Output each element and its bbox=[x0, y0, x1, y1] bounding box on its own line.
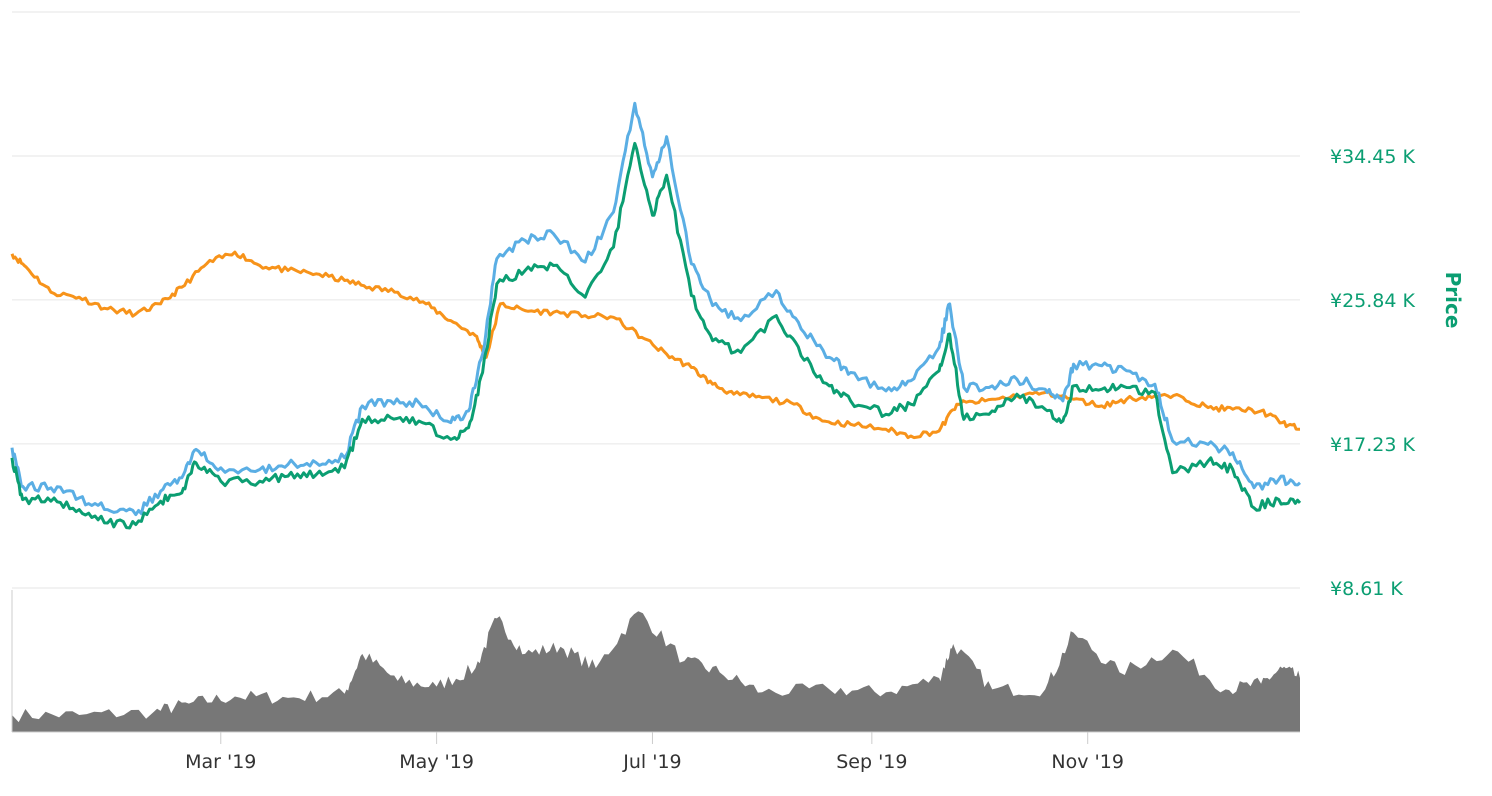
x-tick-label: Sep '19 bbox=[836, 751, 907, 773]
y-axis-label: Price bbox=[1441, 272, 1465, 329]
series-line-orange bbox=[10, 250, 1300, 440]
y-tick-labels: ¥8.61 K ¥17.23 K ¥25.84 K ¥34.45 K bbox=[1330, 146, 1416, 600]
series-line-green bbox=[10, 141, 1302, 530]
x-tick-labels: Mar '19 May '19 Jul '19 Sep '19 Nov '19 bbox=[185, 732, 1124, 773]
y-tick-label: ¥25.84 K bbox=[1330, 290, 1416, 312]
y-tick-label: ¥8.61 K bbox=[1330, 578, 1403, 600]
series-lines-layer bbox=[10, 101, 1302, 530]
y-tick-label: ¥17.23 K bbox=[1330, 434, 1416, 456]
axes bbox=[11, 590, 1300, 733]
volume-area bbox=[12, 611, 1300, 732]
volume-area-layer bbox=[12, 611, 1300, 732]
grid-lines bbox=[12, 11, 1300, 589]
y-tick-label: ¥34.45 K bbox=[1330, 146, 1416, 168]
x-tick-label: Nov '19 bbox=[1051, 751, 1124, 773]
x-tick-label: Jul '19 bbox=[622, 751, 681, 773]
x-tick-label: Mar '19 bbox=[185, 751, 256, 773]
x-tick-label: May '19 bbox=[399, 751, 474, 773]
series-line-blue bbox=[10, 101, 1301, 517]
